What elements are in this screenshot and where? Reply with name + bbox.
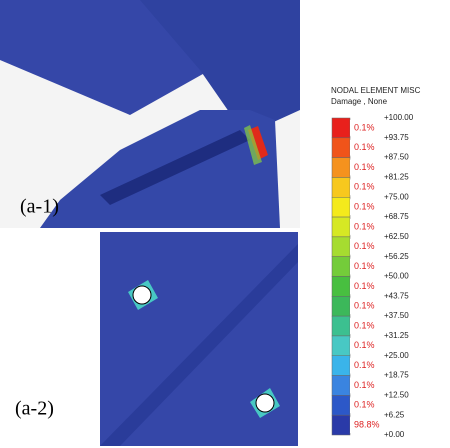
bin-percent: 0.1% bbox=[354, 122, 375, 132]
color-bin bbox=[332, 217, 350, 237]
tick-label: +43.75 bbox=[384, 291, 409, 300]
figure: (a-1) (a-2) NODAL ELEMENT MISC Damage , … bbox=[0, 0, 450, 448]
bin-percent: 0.1% bbox=[354, 142, 375, 152]
panel-label: (a-2) bbox=[15, 398, 54, 420]
tick-label: +87.50 bbox=[384, 153, 409, 162]
bin-percent: 0.1% bbox=[354, 221, 375, 231]
tick-label: +37.50 bbox=[384, 311, 409, 320]
bin-percent: 98.8% bbox=[354, 419, 380, 429]
bin-percent: 0.1% bbox=[354, 281, 375, 291]
legend-subtitle: Damage , None bbox=[331, 97, 388, 106]
bin-percent: 0.1% bbox=[354, 340, 375, 350]
bin-percent: 0.1% bbox=[354, 241, 375, 251]
tick-label: +0.00 bbox=[384, 430, 405, 439]
tick-label: +31.25 bbox=[384, 331, 409, 340]
color-bin bbox=[332, 356, 350, 376]
tick-label: +56.25 bbox=[384, 252, 409, 261]
bin-percent: 0.1% bbox=[354, 400, 375, 410]
color-bin bbox=[332, 197, 350, 217]
bin-percent: 0.1% bbox=[354, 162, 375, 172]
color-bin bbox=[332, 376, 350, 396]
bin-percent: 0.1% bbox=[354, 301, 375, 311]
tick-label: +12.50 bbox=[384, 390, 409, 399]
color-bin bbox=[332, 158, 350, 178]
color-bin bbox=[332, 237, 350, 257]
bin-percent: 0.1% bbox=[354, 182, 375, 192]
tick-label: +68.75 bbox=[384, 212, 409, 221]
color-bin bbox=[332, 316, 350, 336]
tick-label: +25.00 bbox=[384, 351, 409, 360]
bin-percent: 0.1% bbox=[354, 202, 375, 212]
figure-svg: (a-1) (a-2) NODAL ELEMENT MISC Damage , … bbox=[0, 0, 450, 448]
bin-percent: 0.1% bbox=[354, 320, 375, 330]
color-bin bbox=[332, 257, 350, 277]
color-scale: 0.1% 0.1% 0.1% 0.1% 0.1% 0.1% 0.1% 0.1% 0.1% 0.1%… bbox=[332, 113, 414, 439]
bin-percent: 0.1% bbox=[354, 380, 375, 390]
legend-title: NODAL ELEMENT MISC bbox=[331, 86, 421, 95]
bin-percent: 0.1% bbox=[354, 360, 375, 370]
color-bin bbox=[332, 415, 350, 435]
tick-label: +6.25 bbox=[384, 410, 405, 419]
color-bin bbox=[332, 177, 350, 197]
color-bin bbox=[332, 296, 350, 316]
model-a1 bbox=[0, 0, 300, 228]
tick-label: +100.00 bbox=[384, 113, 414, 122]
model-a2 bbox=[100, 232, 298, 446]
color-bin bbox=[332, 336, 350, 356]
tick-label: +75.00 bbox=[384, 192, 409, 201]
bin-percent: 0.1% bbox=[354, 261, 375, 271]
color-bin bbox=[332, 118, 350, 138]
tick-label: +62.50 bbox=[384, 232, 409, 241]
tick-label: +50.00 bbox=[384, 272, 409, 281]
tick-label: +93.75 bbox=[384, 133, 409, 142]
color-bin bbox=[332, 277, 350, 297]
color-bin bbox=[332, 138, 350, 158]
panel-label: (a-1) bbox=[20, 196, 59, 218]
color-bin bbox=[332, 395, 350, 415]
tick-label: +18.75 bbox=[384, 371, 409, 380]
tick-label: +81.25 bbox=[384, 173, 409, 182]
